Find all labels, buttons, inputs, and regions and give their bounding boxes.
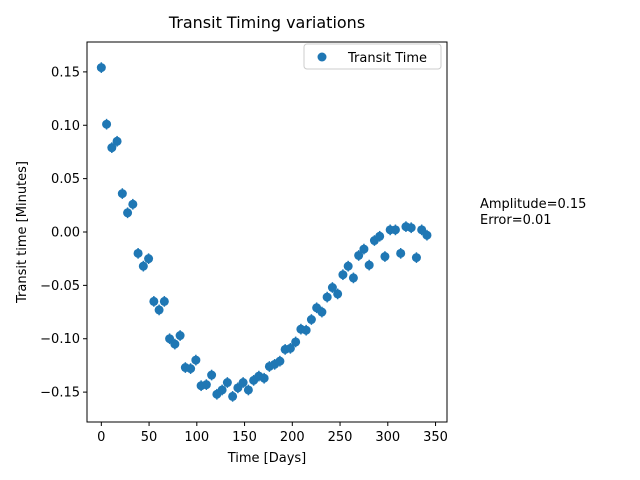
- data-point: [338, 270, 348, 280]
- y-tick-label: 0.15: [51, 65, 80, 80]
- y-tick-label: 0.05: [51, 172, 80, 187]
- chart-title: Transit Timing variations: [168, 13, 365, 32]
- data-point: [170, 339, 180, 349]
- data-point: [359, 244, 369, 254]
- annotation-error: Error=0.01: [480, 213, 552, 228]
- legend-marker: [317, 52, 327, 62]
- data-point: [186, 364, 196, 374]
- data-point: [112, 136, 122, 146]
- data-point: [144, 254, 154, 264]
- data-point: [207, 370, 217, 380]
- data-point: [306, 315, 316, 325]
- x-tick-label: 50: [141, 430, 158, 445]
- legend: Transit Time: [303, 43, 442, 70]
- data-point: [411, 253, 421, 263]
- data-point: [217, 385, 227, 395]
- data-point: [322, 292, 332, 302]
- data-point: [138, 261, 148, 271]
- data-point: [154, 305, 164, 315]
- legend-label: Transit Time: [347, 51, 427, 66]
- y-axis: −0.15 −0.10 −0.05 0.00 0.05 0.10 0.15: [40, 65, 87, 401]
- data-point: [117, 189, 127, 199]
- data-point: [107, 143, 117, 153]
- x-tick-label: 350: [423, 430, 448, 445]
- y-tick-label: 0.00: [51, 226, 80, 241]
- data-point: [333, 289, 343, 299]
- x-tick-label: 200: [280, 430, 305, 445]
- data-point: [390, 225, 400, 235]
- data-point: [354, 250, 364, 260]
- data-point: [375, 231, 385, 241]
- data-point: [285, 343, 295, 353]
- data-point: [123, 208, 133, 218]
- data-point: [191, 355, 201, 365]
- x-tick-label: 100: [184, 430, 209, 445]
- data-point: [238, 378, 248, 388]
- data-point: [159, 296, 169, 306]
- data-point: [275, 356, 285, 366]
- y-tick-label: 0.10: [51, 119, 80, 134]
- data-point: [317, 307, 327, 317]
- data-point: [380, 252, 390, 262]
- data-point: [364, 260, 374, 270]
- x-axis: 0 50 100 150 200 250 300 350: [97, 422, 448, 445]
- data-point: [175, 331, 185, 341]
- data-point: [128, 199, 138, 209]
- data-point: [102, 119, 112, 129]
- y-tick-label: −0.10: [40, 332, 80, 347]
- legend-box: [303, 43, 442, 70]
- data-point: [396, 248, 406, 258]
- plot-area: [96, 62, 432, 402]
- data-point: [301, 325, 311, 335]
- x-tick-label: 0: [97, 430, 105, 445]
- data-point: [327, 283, 337, 293]
- x-tick-label: 250: [328, 430, 353, 445]
- annotation-amplitude: Amplitude=0.15: [480, 197, 586, 212]
- data-point: [259, 373, 269, 383]
- data-point: [133, 248, 143, 258]
- data-point: [343, 261, 353, 271]
- data-point: [406, 223, 416, 233]
- data-point: [201, 380, 211, 390]
- data-point: [243, 385, 253, 395]
- x-axis-label: Time [Days]: [227, 451, 307, 466]
- data-point: [291, 337, 301, 347]
- y-tick-label: −0.15: [40, 386, 80, 401]
- y-tick-label: −0.05: [40, 279, 80, 294]
- data-point: [422, 230, 432, 240]
- data-point: [96, 63, 106, 73]
- x-tick-label: 300: [375, 430, 400, 445]
- data-point: [228, 391, 238, 401]
- data-point: [222, 378, 232, 388]
- y-axis-label: Transit time [Minutes]: [15, 161, 30, 304]
- data-point: [348, 273, 358, 283]
- data-point: [149, 296, 159, 306]
- x-tick-label: 150: [232, 430, 257, 445]
